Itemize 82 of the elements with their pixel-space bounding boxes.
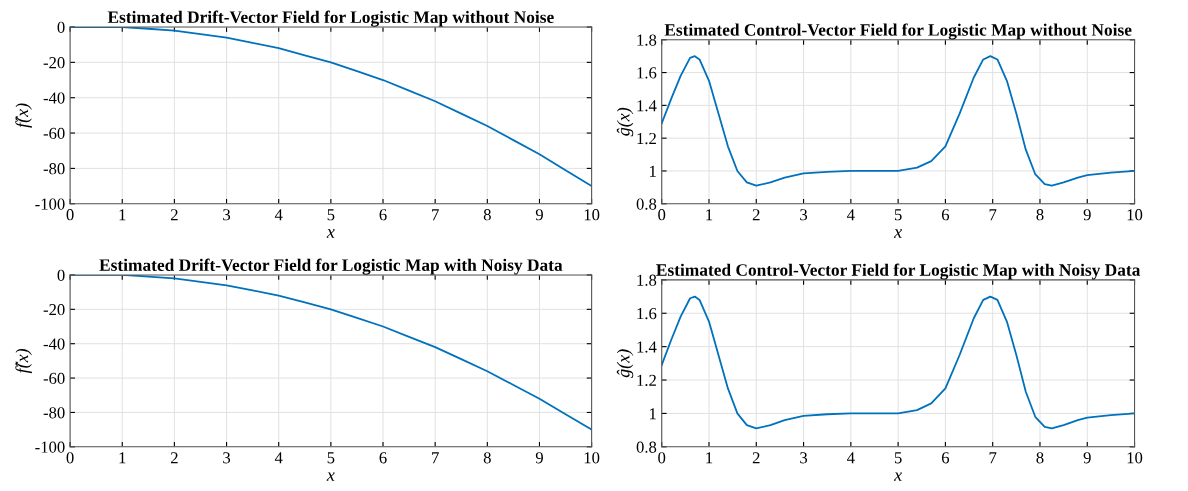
x-tick-label: 7 [989, 452, 997, 464]
x-tick-label: 5 [894, 452, 902, 464]
x-tick-label: 6 [941, 209, 950, 221]
x-tick-label: 1 [706, 209, 713, 221]
line-series [661, 295, 1135, 430]
y-tick-label: 1.4 [637, 100, 657, 112]
x-tick-label: 5 [327, 209, 335, 221]
y-tick-label: 1 [649, 408, 656, 420]
y-tick-label: -60 [43, 127, 65, 140]
x-tick-label: 4 [274, 209, 283, 221]
y-tick-label: -20 [43, 57, 65, 69]
y-tick-label: -40 [43, 92, 65, 104]
y-tick-label: 1.6 [637, 308, 657, 320]
x-tick-label: 9 [1083, 209, 1091, 221]
x-axis-title: x [893, 472, 902, 481]
x-tick-label: 6 [379, 209, 387, 221]
x-tick-label: 1 [119, 452, 126, 464]
x-tick-label: 2 [170, 209, 178, 221]
x-tick-label: 0 [66, 452, 74, 464]
x-tick-label: 4 [274, 452, 283, 464]
y-tick-label: 1.4 [637, 341, 657, 353]
x-tick-label: 3 [800, 452, 808, 464]
x-tick-label: 1 [706, 452, 713, 464]
y-tick-label: 1.8 [637, 274, 657, 286]
chart-title: Estimated Drift-Vector Field for Logistic Map without Noise [107, 10, 554, 27]
x-tick-label: 9 [1083, 452, 1091, 464]
x-tick-label: 3 [223, 209, 231, 221]
x-tick-label: 10 [584, 209, 600, 221]
x-axis-title: x [326, 229, 335, 238]
x-tick-label: 9 [535, 209, 543, 221]
y-tick-label: -80 [43, 407, 65, 419]
x-tick-label: 5 [894, 209, 902, 221]
x-tick-label: 0 [658, 209, 666, 221]
y-tick-label: 0 [57, 269, 65, 281]
x-tick-label: 9 [535, 452, 543, 464]
x-tick-label: 7 [432, 452, 439, 464]
y-axis-title: f̂(x) [15, 103, 32, 128]
y-tick-label: -100 [35, 441, 65, 453]
x-tick-label: 0 [658, 452, 666, 464]
chart-title: Estimated Drift-Vector Field for Logistic Map with Noisy Data [99, 258, 563, 275]
x-tick-label: 4 [847, 452, 855, 464]
y-tick-label: 0 [57, 21, 65, 33]
x-tick-label: 8 [483, 452, 491, 464]
x-tick-label: 5 [327, 452, 335, 464]
y-tick-label: 1.6 [637, 67, 657, 79]
y-tick-label: 1.8 [637, 34, 657, 46]
y-axis-title: ĝ(x) [616, 349, 634, 378]
y-tick-label: 1.2 [637, 132, 656, 145]
line-series [661, 55, 1135, 187]
x-tick-label: 3 [800, 209, 808, 221]
x-axis-title: x [893, 229, 902, 238]
y-axis-title: ĝ(x) [616, 107, 634, 137]
x-tick-label: 6 [379, 452, 387, 464]
y-tick-label: -20 [43, 304, 65, 316]
x-tick-label: 10 [1127, 452, 1143, 464]
y-tick-label: -60 [43, 372, 65, 385]
x-axis-title: x [326, 472, 335, 481]
x-tick-label: 1 [119, 209, 126, 221]
y-tick-label: 0.8 [636, 198, 657, 210]
y-tick-label: 1.2 [637, 374, 656, 387]
y-axis-title: f̂(x) [15, 348, 32, 374]
x-tick-label: 2 [170, 452, 178, 464]
x-tick-label: 2 [752, 452, 760, 464]
x-tick-label: 0 [66, 209, 74, 221]
y-tick-label: -40 [43, 338, 65, 350]
x-tick-label: 7 [432, 209, 439, 221]
y-tick-label: 1 [649, 165, 656, 177]
x-tick-label: 2 [752, 209, 760, 221]
x-tick-label: 10 [584, 452, 600, 464]
x-tick-label: 8 [483, 209, 491, 221]
y-tick-label: 0.8 [636, 441, 657, 453]
x-tick-label: 8 [1036, 209, 1044, 221]
y-tick-label: -80 [43, 163, 65, 175]
chart-title: Estimated Control-Vector Field for Logistic Map without Noise [664, 23, 1132, 40]
chart-title: Estimated Control-Vector Field for Logistic Map with Noisy Data [656, 263, 1141, 280]
x-tick-label: 6 [941, 452, 950, 464]
x-tick-label: 10 [1127, 209, 1143, 221]
x-tick-label: 7 [989, 209, 997, 221]
y-tick-label: -100 [35, 198, 65, 210]
x-tick-label: 4 [847, 209, 855, 221]
x-tick-label: 8 [1036, 452, 1044, 464]
x-tick-label: 3 [223, 452, 231, 464]
